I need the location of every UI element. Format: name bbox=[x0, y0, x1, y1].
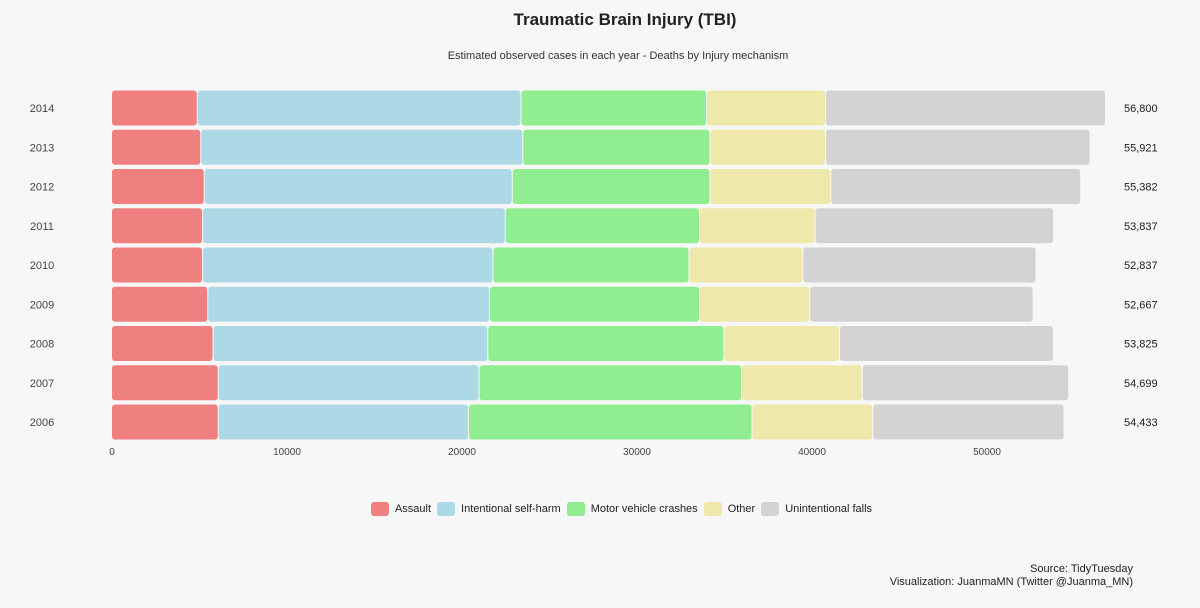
bar-segment-intentional-self-harm bbox=[218, 404, 468, 440]
x-tick-label: 10000 bbox=[273, 447, 301, 458]
bar-segment-other bbox=[710, 129, 825, 165]
bar-segment-other bbox=[752, 404, 873, 440]
bar-segment-unintentional-falls bbox=[826, 129, 1090, 165]
bar-segment-assault bbox=[112, 286, 208, 322]
x-tick-label: 30000 bbox=[623, 447, 651, 458]
bar-segment-motor-vehicle-crashes bbox=[488, 326, 724, 361]
bar-segment-unintentional-falls bbox=[840, 326, 1053, 361]
legend-item-intentional-self-harm: Intentional self-harm bbox=[437, 502, 561, 516]
bar-segment-assault bbox=[112, 326, 213, 361]
legend-swatch bbox=[370, 502, 389, 516]
total-label: 55,382 bbox=[1124, 182, 1158, 194]
bar-segment-assault bbox=[112, 90, 197, 126]
bar-segment-assault bbox=[112, 129, 201, 165]
bar-segment-unintentional-falls bbox=[873, 404, 1064, 440]
bar-segment-motor-vehicle-crashes bbox=[512, 169, 710, 204]
y-tick-label: 2007 bbox=[30, 378, 54, 390]
x-tick-label: 20000 bbox=[448, 447, 476, 458]
caption-source: Source: TidyTuesday bbox=[1030, 563, 1133, 575]
bar-segment-motor-vehicle-crashes bbox=[479, 365, 741, 401]
bar-segment-unintentional-falls bbox=[815, 208, 1054, 244]
total-label: 56,800 bbox=[1124, 103, 1158, 115]
caption: Source: TidyTuesday Visualization: Juanm… bbox=[890, 563, 1133, 589]
bar-segment-motor-vehicle-crashes bbox=[493, 247, 689, 283]
legend-swatch bbox=[761, 502, 780, 516]
bar-segment-assault bbox=[112, 208, 202, 244]
bar-segment-assault bbox=[112, 365, 218, 401]
bar-segment-assault bbox=[112, 404, 218, 440]
x-tick-label: 40000 bbox=[798, 447, 826, 458]
y-tick-label: 2008 bbox=[30, 339, 54, 351]
bar-segment-assault bbox=[112, 169, 204, 204]
y-tick-label: 2011 bbox=[30, 221, 54, 233]
bar-segment-unintentional-falls bbox=[862, 365, 1069, 401]
y-tick-label: 2010 bbox=[30, 260, 54, 272]
bar-segment-unintentional-falls bbox=[810, 286, 1033, 322]
legend-label: Other bbox=[727, 503, 756, 515]
legend-item-other: Other bbox=[703, 502, 756, 516]
bar-segment-motor-vehicle-crashes bbox=[523, 129, 710, 165]
caption-credit: Visualization: JuanmaMN (Twitter @Juanma… bbox=[889, 576, 1133, 588]
total-label: 54,699 bbox=[1124, 378, 1158, 390]
bar-segment-other bbox=[689, 247, 803, 283]
total-label: 55,921 bbox=[1124, 142, 1158, 154]
bar-segment-assault bbox=[112, 247, 202, 283]
legend-item-motor-vehicle-crashes: Motor vehicle crashes bbox=[566, 502, 698, 516]
bar-segment-intentional-self-harm bbox=[203, 247, 493, 283]
y-tick-label: 2009 bbox=[30, 299, 54, 311]
legend-swatch bbox=[437, 502, 456, 516]
y-tick-label: 2012 bbox=[30, 182, 54, 194]
bar-segment-intentional-self-harm bbox=[204, 169, 512, 204]
bar-segment-intentional-self-harm bbox=[213, 326, 488, 361]
bar-segment-motor-vehicle-crashes bbox=[469, 404, 752, 440]
legend-item-unintentional-falls: Unintentional falls bbox=[761, 502, 872, 516]
bar-segment-intentional-self-harm bbox=[208, 286, 489, 322]
bar-segment-intentional-self-harm bbox=[201, 129, 523, 165]
y-tick-label: 2013 bbox=[30, 142, 54, 154]
y-tick-label: 2014 bbox=[30, 103, 54, 115]
legend: Assault Intentional self-harm Motor vehi… bbox=[0, 502, 1200, 516]
legend-swatch bbox=[566, 502, 585, 516]
bar-segment-motor-vehicle-crashes bbox=[490, 286, 699, 322]
bar-segment-other bbox=[724, 326, 839, 361]
bar-segment-intentional-self-harm bbox=[203, 208, 505, 244]
y-tick-label: 2006 bbox=[30, 417, 54, 429]
total-label: 53,825 bbox=[1124, 339, 1158, 351]
bar-segment-unintentional-falls bbox=[831, 169, 1081, 204]
bar-segment-intentional-self-harm bbox=[218, 365, 479, 401]
legend-label: Intentional self-harm bbox=[461, 503, 561, 515]
bar-segment-motor-vehicle-crashes bbox=[505, 208, 699, 244]
bar-segment-intentional-self-harm bbox=[197, 90, 521, 126]
total-label: 52,837 bbox=[1124, 260, 1158, 272]
bar-segment-other bbox=[707, 90, 825, 126]
chart-title: Traumatic Brain Injury (TBI) bbox=[513, 10, 737, 29]
legend-item-assault: Assault bbox=[370, 502, 432, 516]
legend-label: Motor vehicle crashes bbox=[590, 503, 698, 515]
chart-subtitle: Estimated observed cases in each year - … bbox=[447, 50, 789, 62]
bar-segment-unintentional-falls bbox=[803, 247, 1036, 283]
bar-segment-motor-vehicle-crashes bbox=[521, 90, 706, 126]
bar-segment-other bbox=[700, 286, 810, 322]
bar-segment-other bbox=[700, 208, 815, 244]
x-tick-label: 50000 bbox=[973, 447, 1001, 458]
legend-label: Unintentional falls bbox=[785, 503, 873, 515]
legend-swatch bbox=[703, 502, 722, 516]
legend-label: Assault bbox=[394, 503, 432, 515]
x-tick-label: 0 bbox=[109, 447, 115, 458]
bar-segment-other bbox=[742, 365, 862, 401]
bar-segment-other bbox=[710, 169, 831, 204]
total-label: 53,837 bbox=[1124, 221, 1158, 233]
total-label: 54,433 bbox=[1124, 417, 1158, 429]
total-label: 52,667 bbox=[1124, 299, 1158, 311]
bar-segment-unintentional-falls bbox=[826, 90, 1105, 126]
